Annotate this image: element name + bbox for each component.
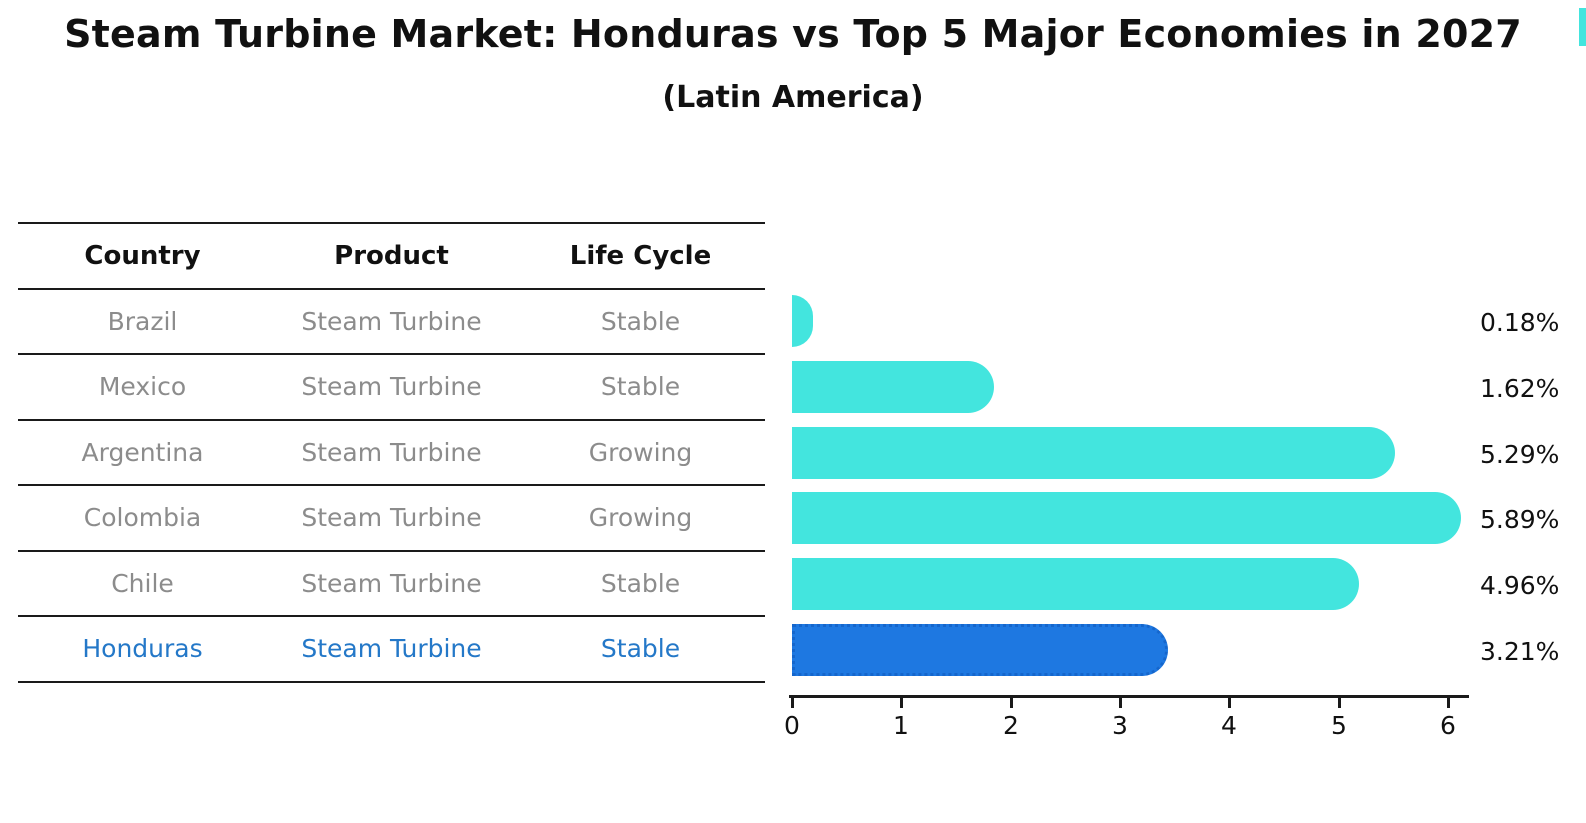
table-row-mexico: Mexico Steam Turbine Stable	[18, 355, 765, 421]
value-label-chile: 4.96%	[1480, 571, 1560, 600]
country-table: Country Product Life Cycle Brazil Steam T…	[18, 222, 765, 683]
bar-colombia	[792, 492, 1461, 544]
header-life-cycle: Life Cycle	[569, 240, 712, 271]
x-axis-tick-label-4: 4	[1221, 711, 1237, 740]
x-axis-tick-3	[1119, 698, 1122, 708]
bar-brazil	[792, 295, 813, 347]
table-row-colombia: Colombia Steam Turbine Growing	[18, 486, 765, 552]
cell-country: Honduras	[82, 634, 203, 664]
cell-product: Steam Turbine	[301, 568, 482, 598]
cell-product: Steam Turbine	[301, 634, 482, 664]
x-axis-tick-1	[900, 698, 903, 708]
table-row-brazil: Brazil Steam Turbine Stable	[18, 290, 765, 355]
cell-life-cycle: Growing	[588, 437, 693, 467]
cell-product: Steam Turbine	[301, 503, 482, 533]
cell-country: Chile	[111, 568, 174, 598]
x-axis-tick-4	[1228, 698, 1231, 708]
value-label-brazil: 0.18%	[1480, 308, 1560, 337]
page-title: Steam Turbine Market: Honduras vs Top 5 …	[64, 12, 1522, 56]
cell-product: Steam Turbine	[301, 372, 482, 402]
x-axis-line	[789, 695, 1469, 698]
x-axis-tick-label-1: 1	[893, 711, 909, 740]
table-row-argentina: Argentina Steam Turbine Growing	[18, 421, 765, 486]
cell-country: Mexico	[98, 372, 187, 402]
cell-life-cycle: Stable	[600, 372, 681, 402]
bar-chile	[792, 558, 1359, 610]
cell-product: Steam Turbine	[301, 437, 482, 467]
cell-life-cycle: Stable	[600, 634, 681, 664]
value-label-mexico: 1.62%	[1480, 374, 1560, 403]
bar-honduras	[792, 624, 1168, 676]
x-axis-tick-label-3: 3	[1112, 711, 1128, 740]
corner-accent-strip	[1579, 8, 1586, 46]
value-label-colombia: 5.89%	[1480, 505, 1560, 534]
x-axis-tick-0	[791, 698, 794, 708]
header-country: Country	[84, 240, 201, 271]
x-axis-tick-label-0: 0	[784, 711, 800, 740]
cell-country: Brazil	[107, 306, 178, 336]
table-body: Brazil Steam Turbine Stable Mexico Steam Tur…	[18, 290, 765, 683]
x-axis-tick-6	[1447, 698, 1450, 708]
cell-country: Colombia	[83, 503, 202, 533]
value-label-honduras: 3.21%	[1480, 637, 1560, 666]
cell-life-cycle: Stable	[600, 568, 681, 598]
cell-life-cycle: Stable	[600, 306, 681, 336]
x-axis-tick-2	[1010, 698, 1013, 708]
table-row-chile: Chile Steam Turbine Stable	[18, 552, 765, 617]
bar-mexico	[792, 361, 994, 413]
x-axis-tick-5	[1338, 698, 1341, 708]
cell-product: Steam Turbine	[301, 306, 482, 336]
value-label-argentina: 5.29%	[1480, 440, 1560, 469]
x-axis-tick-label-5: 5	[1331, 711, 1347, 740]
bar-argentina	[792, 427, 1395, 479]
header-product: Product	[334, 240, 449, 271]
x-axis-tick-label-6: 6	[1440, 711, 1456, 740]
cell-life-cycle: Growing	[588, 503, 693, 533]
table-header-row: Country Product Life Cycle	[18, 224, 765, 290]
table-row-honduras: Honduras Steam Turbine Stable	[18, 617, 765, 683]
page-subtitle: (Latin America)	[662, 80, 924, 115]
cell-country: Argentina	[81, 437, 204, 467]
x-axis-tick-label-2: 2	[1003, 711, 1019, 740]
